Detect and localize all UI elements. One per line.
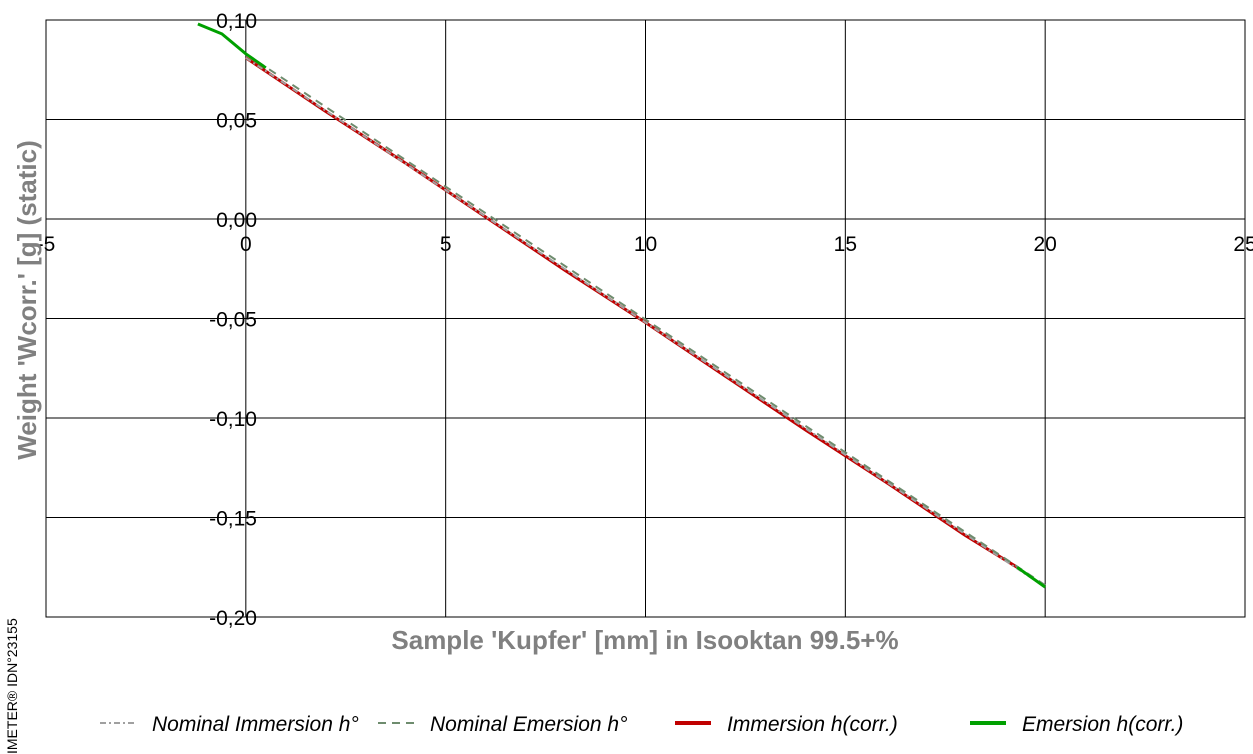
legend: Nominal Immersion h° Nominal Emersion h° I… — [100, 713, 1183, 736]
y-tick-label: -0,05 — [209, 309, 257, 332]
series-lines — [197, 22, 1047, 589]
legend-label: Nominal Emersion h° — [430, 713, 627, 736]
y-tick-label: -0,20 — [209, 607, 257, 630]
legend-label: Immersion h(corr.) — [727, 713, 898, 736]
series-nominal-immersion-h-line — [245, 56, 1046, 588]
x-tick-label: 20 — [1033, 233, 1056, 256]
x-tick-label: -5 — [37, 233, 56, 256]
y-axis-title: Weight 'Wcorr.' [g] (static) — [12, 140, 42, 460]
x-tick-label: 10 — [634, 233, 657, 256]
watermark-id: IMETER® IDN°23155 — [4, 618, 20, 754]
x-axis-title: Sample 'Kupfer' [mm] in Isooktan 99.5+% — [391, 625, 898, 655]
x-tick-label: 5 — [440, 233, 452, 256]
series-emersion-h-corr-line-segment — [1016, 566, 1047, 589]
y-tick-label: 0,05 — [216, 110, 257, 133]
y-tick-label: 0,10 — [216, 10, 257, 33]
legend-label: Emersion h(corr.) — [1022, 713, 1183, 736]
y-tick-label: -0,15 — [209, 508, 257, 531]
series-emersion-h-corr-line — [197, 22, 267, 70]
y-tick-label: -0,10 — [209, 408, 257, 431]
y-tick-label: 0,00 — [216, 209, 257, 232]
x-tick-label: 0 — [240, 233, 252, 256]
x-tick-label: 25 — [1233, 233, 1253, 256]
legend-label: Nominal Immersion h° — [152, 713, 359, 736]
series-nominal-emersion-h-line — [245, 52, 1046, 587]
x-tick-label: 15 — [834, 233, 857, 256]
grid — [45, 19, 1246, 618]
tick-labels: -5 0 5 10 15 20 25 0,10 0,05 0,00 -0,05 -0,10 -0,15 -… — [37, 10, 1253, 630]
plot-frame — [45, 19, 1246, 618]
